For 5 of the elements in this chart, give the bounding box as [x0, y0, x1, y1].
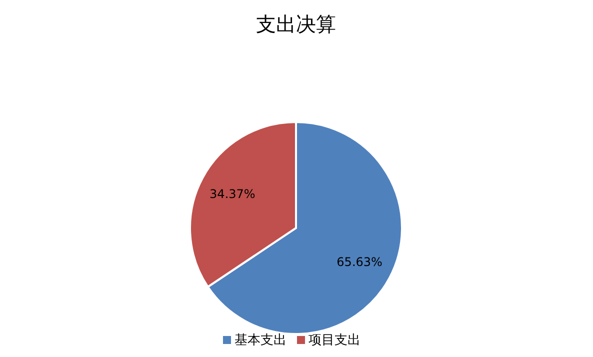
chart-title: 支出决算	[256, 12, 336, 36]
data-label: 34.37%	[210, 187, 256, 202]
data-label: 65.63%	[336, 254, 382, 269]
legend-label: 项目支出	[308, 333, 360, 348]
legend-label: 基本支出	[234, 333, 286, 348]
